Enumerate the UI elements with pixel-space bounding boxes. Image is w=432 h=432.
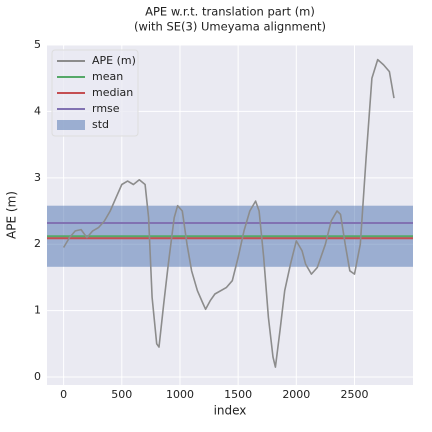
x-tick-label: 1000: [166, 388, 194, 401]
legend-label: median: [92, 86, 133, 99]
y-tick-label: 0: [34, 370, 41, 383]
x-tick-label: 500: [111, 388, 132, 401]
y-axis-label: APE (m): [5, 191, 19, 239]
legend-label: rmse: [92, 102, 120, 115]
x-tick-label: 2500: [340, 388, 368, 401]
x-tick-label: 1500: [224, 388, 252, 401]
x-tick-label: 2000: [282, 388, 310, 401]
y-tick-label: 4: [34, 104, 41, 117]
legend-swatch: [57, 120, 85, 130]
y-tick-label: 3: [34, 171, 41, 184]
x-tick-label: 0: [60, 388, 67, 401]
legend-label: mean: [92, 70, 123, 83]
x-axis-label: index: [214, 404, 247, 418]
chart-subtitle: (with SE(3) Umeyama alignment): [134, 20, 326, 34]
legend-box: [51, 49, 139, 137]
chart-title: APE w.r.t. translation part (m): [145, 5, 315, 19]
plot-area: [47, 58, 413, 368]
y-tick-label: 2: [34, 237, 41, 250]
ape-line: [62, 58, 395, 368]
y-tick-label: 1: [34, 304, 41, 317]
legend-label: std: [92, 118, 109, 131]
legend-label: APE (m): [92, 54, 136, 67]
y-tick-label: 5: [34, 38, 41, 51]
